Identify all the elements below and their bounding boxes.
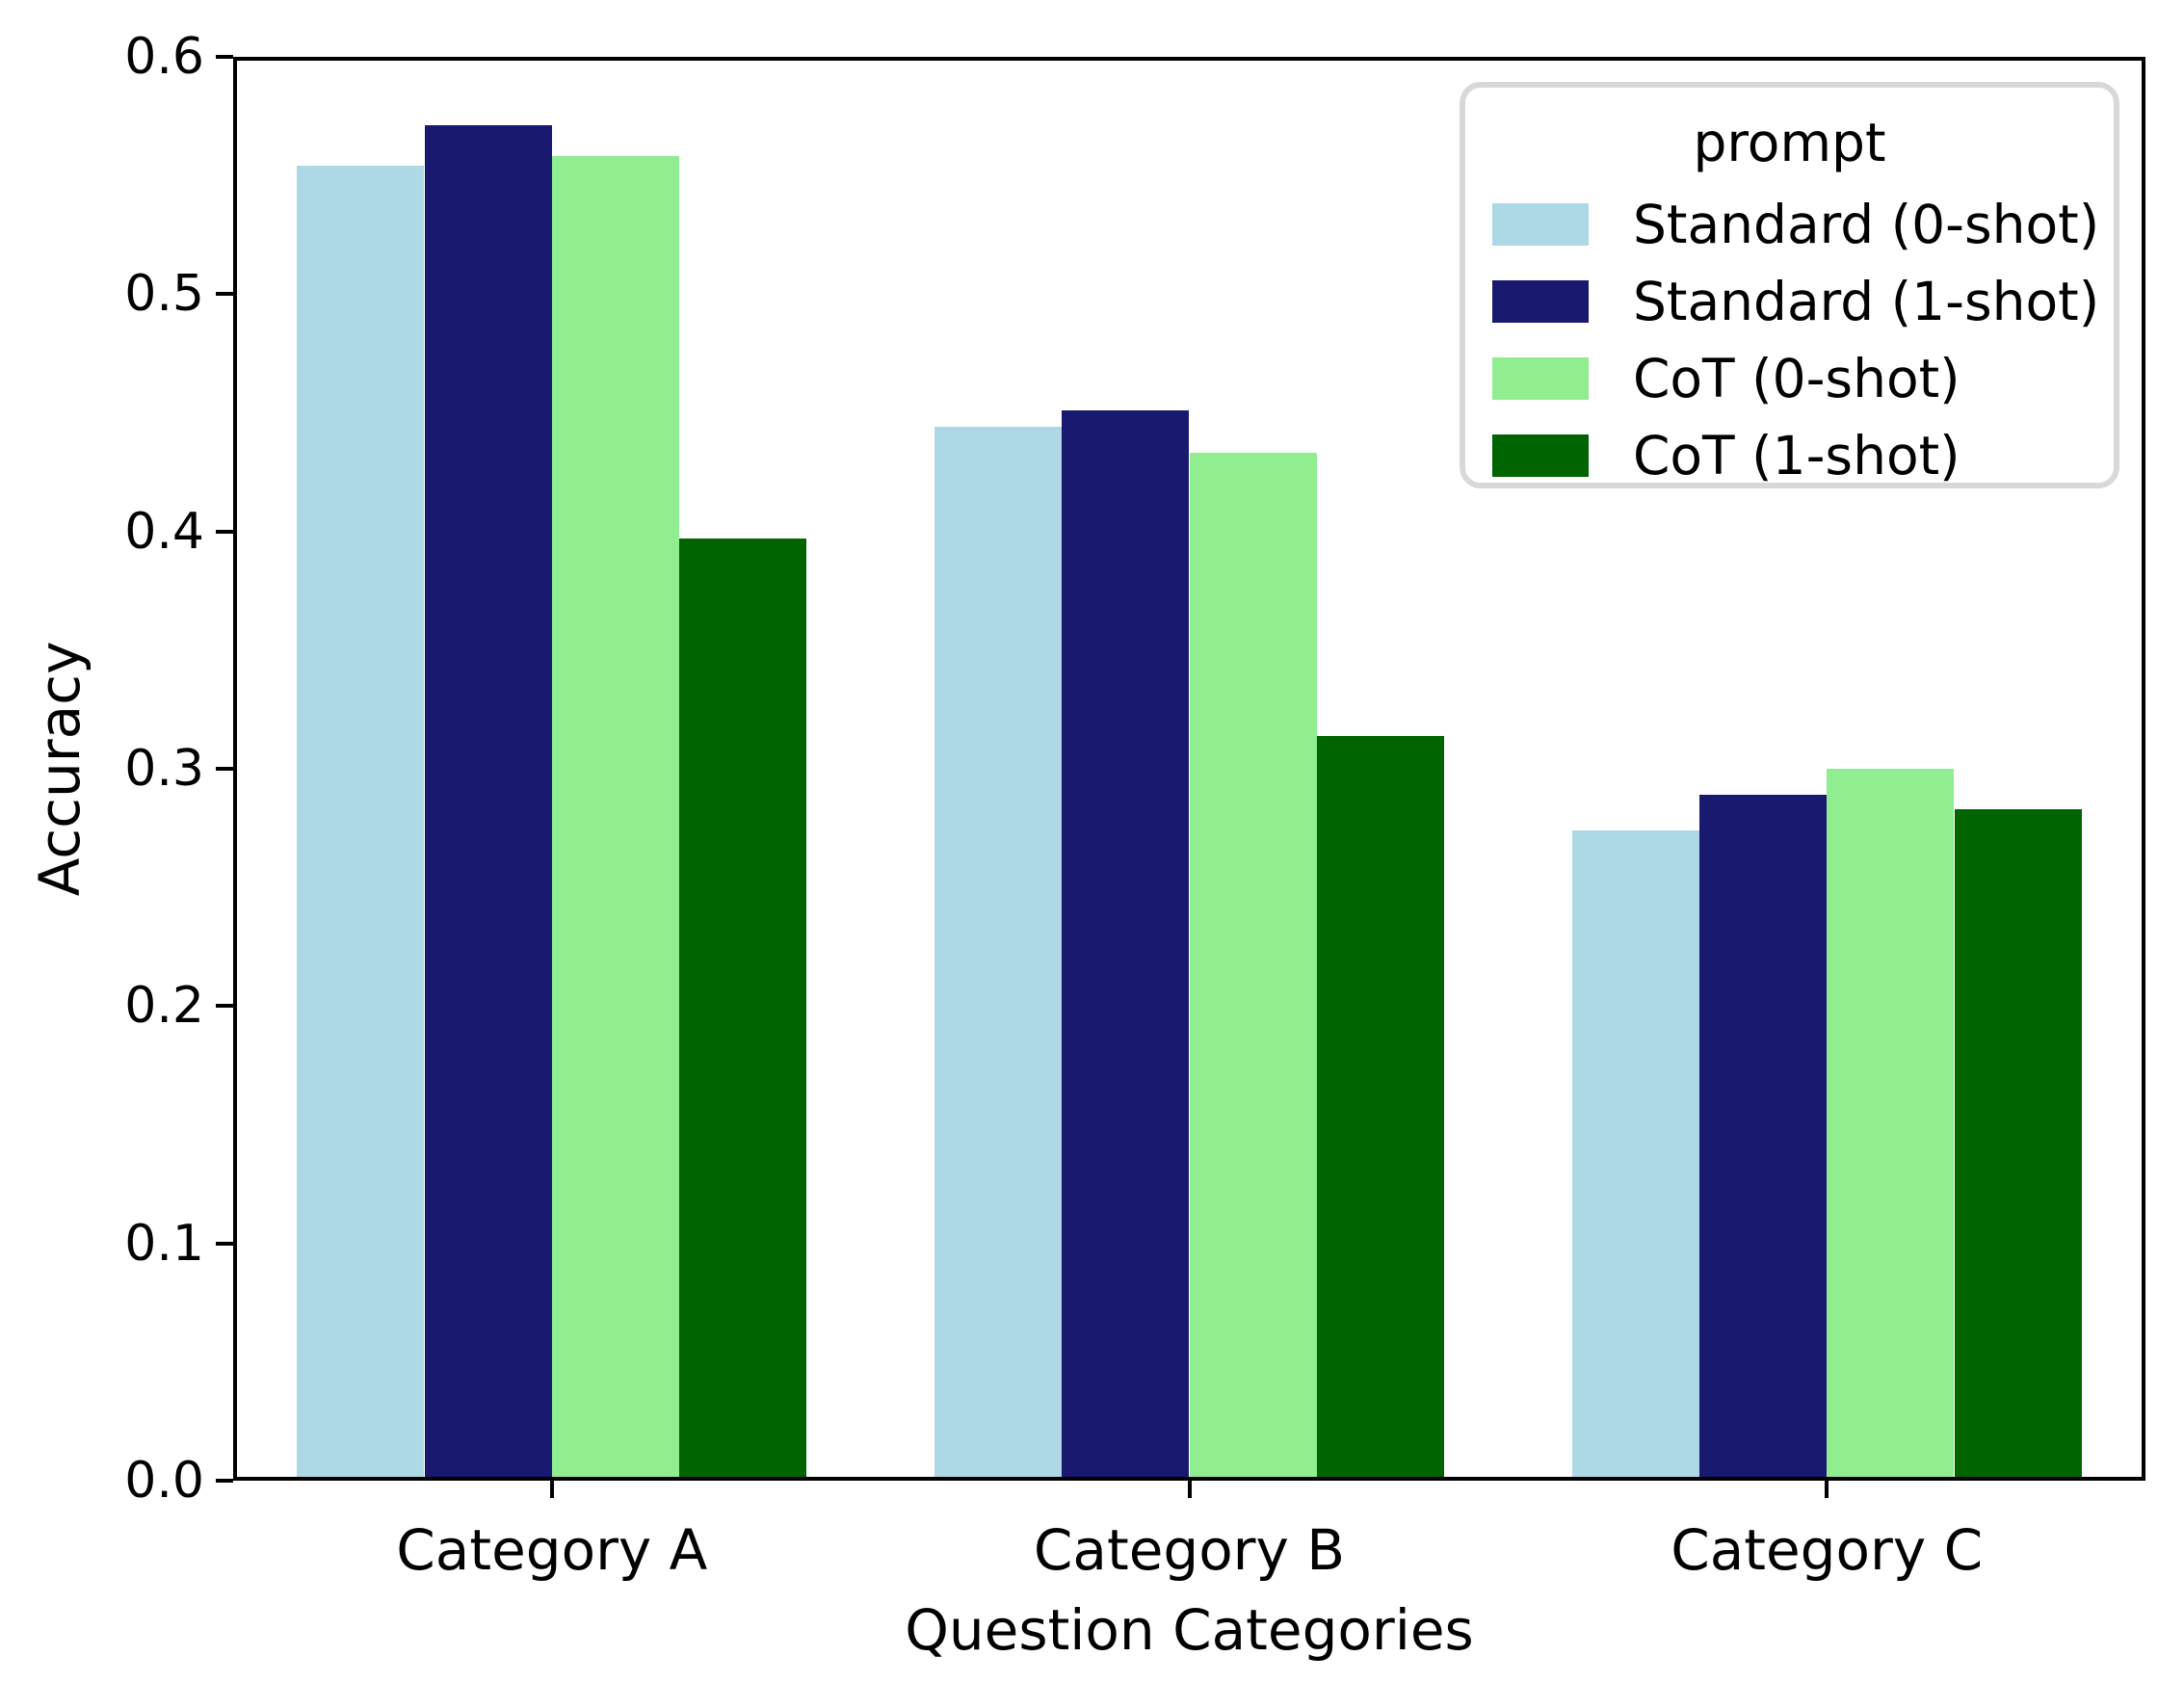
legend-item-label: Standard (1-shot) [1633,271,2100,332]
legend-items: Standard (0-shot) Standard (1-shot) CoT (0… [1465,186,2114,494]
legend-item-label: CoT (0-shot) [1633,348,1960,409]
bar [1316,735,1445,1481]
y-tick-mark [216,55,233,59]
x-tick-mark [1187,1481,1192,1498]
y-tick-label: 0.1 [124,1214,204,1273]
x-axis-label: Question Categories [905,1597,1474,1663]
legend-item: Standard (1-shot) [1465,263,2114,340]
bar [551,156,680,1481]
legend-item-label: Standard (0-shot) [1633,194,2100,255]
x-tick-label: Category A [396,1517,708,1583]
legend-swatch [1492,357,1589,400]
legend-item: CoT (1-shot) [1465,417,2114,494]
bar [1827,769,1955,1481]
y-tick-label: 0.5 [124,265,204,324]
y-tick-mark [216,292,233,297]
bar [424,125,552,1481]
bar [1954,808,2082,1481]
legend-item: CoT (0-shot) [1465,340,2114,417]
legend-swatch [1492,203,1589,246]
y-tick-label: 0.3 [124,740,204,798]
bar [1189,453,1317,1481]
bar [679,539,807,1481]
y-tick-mark [216,767,233,771]
bar [297,166,425,1481]
y-tick-mark [216,529,233,534]
y-tick-label: 0.0 [124,1452,204,1510]
x-tick-mark [1825,1481,1829,1498]
legend-title: prompt [1693,112,1886,173]
y-tick-label: 0.2 [124,977,204,1036]
y-tick-mark [216,1004,233,1009]
x-tick-mark [549,1481,554,1498]
y-tick-mark [216,1241,233,1246]
legend-item: Standard (0-shot) [1465,186,2114,263]
legend-swatch [1492,434,1589,477]
bar [1062,410,1190,1481]
x-tick-label: Category C [1671,1517,1984,1583]
bar [1571,830,1699,1481]
bar [934,427,1063,1481]
x-tick-label: Category B [1033,1517,1346,1583]
y-tick-label: 0.4 [124,502,204,561]
y-tick-label: 0.6 [124,28,204,86]
bar [1698,795,1828,1481]
legend-swatch [1492,280,1589,323]
legend-item-label: CoT (1-shot) [1633,425,1960,486]
legend: prompt Standard (0-shot) Standard (1-shot… [1460,82,2119,488]
y-tick-mark [216,1479,233,1483]
